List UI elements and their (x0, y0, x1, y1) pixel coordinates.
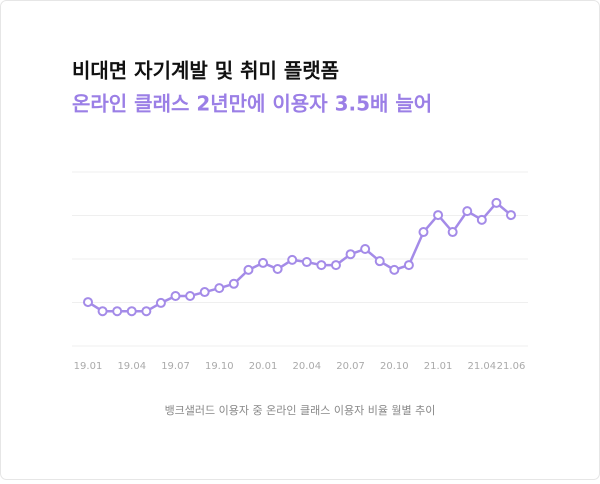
point (214, 283, 225, 294)
point (403, 260, 414, 271)
point (462, 206, 473, 217)
x-tick-label: 19.07 (161, 361, 190, 372)
point (447, 227, 458, 238)
chart-subtitle: 온라인 클래스 2년만에 이용자 3.5배 늘어 (72, 92, 432, 116)
point (199, 287, 210, 298)
point (112, 306, 123, 317)
point (170, 290, 181, 301)
x-tick-label: 20.07 (336, 361, 365, 372)
point (389, 264, 400, 275)
x-tick-label: 20.04 (292, 361, 321, 372)
caption: 뱅크샐러드 이용자 중 온라인 클래스 이용자 비율 월별 추이 (165, 404, 436, 417)
x-tick-label: 20.01 (249, 361, 278, 372)
point (258, 257, 269, 268)
point (141, 306, 152, 317)
x-tick-label: 21.04 (468, 361, 497, 372)
point (243, 264, 254, 275)
x-tick-label: 21.01 (424, 361, 453, 372)
point (360, 243, 371, 254)
chart-title: 비대면 자기계발 및 취미 플랫폼 (72, 59, 339, 83)
point (433, 210, 444, 221)
point (228, 278, 239, 289)
x-tick-label: 20.10 (380, 361, 409, 372)
point (374, 256, 385, 267)
point (126, 306, 137, 317)
point (316, 260, 327, 271)
x-tick-label: 19.04 (117, 361, 146, 372)
point (506, 210, 516, 221)
point (272, 264, 283, 275)
point (330, 260, 341, 271)
point (83, 297, 93, 308)
x-tick-label: 21.06 (497, 361, 526, 372)
point (185, 290, 196, 301)
point (301, 257, 312, 268)
x-tick-label: 19.01 (74, 361, 103, 372)
x-tick-label: 19.10 (205, 361, 234, 372)
point (97, 306, 108, 317)
point (155, 297, 166, 308)
point (418, 227, 429, 238)
point (345, 249, 356, 260)
point (476, 214, 487, 225)
point (287, 254, 298, 265)
point (491, 197, 502, 208)
